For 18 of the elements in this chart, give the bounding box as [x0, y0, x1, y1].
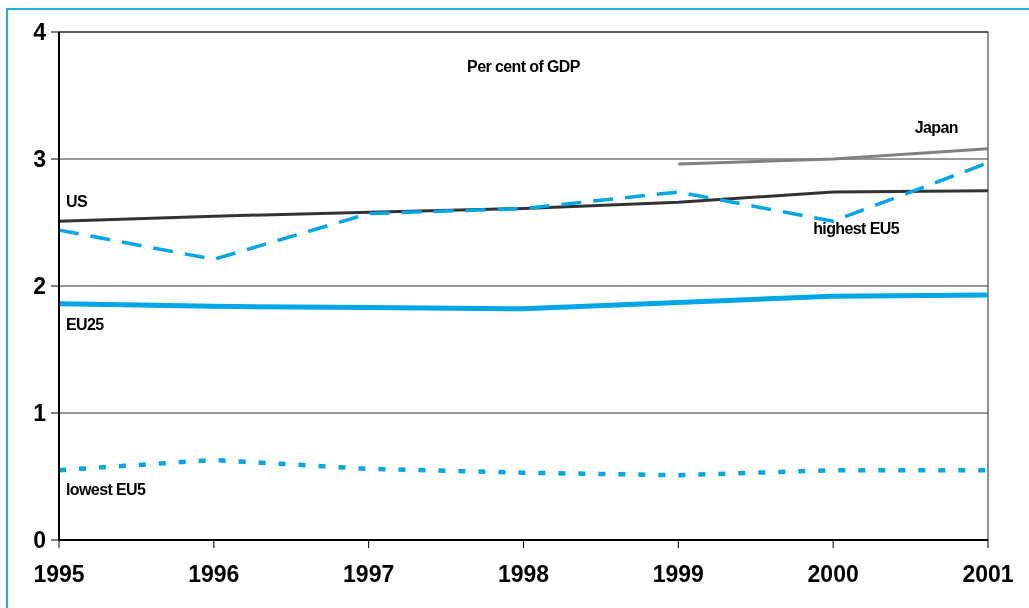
- y-tick-label: 0: [33, 527, 46, 554]
- x-tick-label: 2000: [807, 561, 859, 587]
- x-tick-label: 2001: [962, 561, 1014, 587]
- x-tick-label: 1997: [343, 561, 395, 587]
- series-label: Japan: [914, 118, 958, 136]
- series-label: US: [66, 193, 88, 211]
- annotation: Per cent of GDP: [467, 58, 581, 75]
- y-tick-label: 1: [33, 400, 47, 427]
- x-tick-label: 1996: [188, 561, 240, 587]
- series-label: highest EU5: [813, 220, 900, 238]
- x-tick-label: 1995: [33, 561, 85, 587]
- y-tick-label: 2: [33, 273, 46, 300]
- x-tick-label: 1999: [652, 561, 704, 587]
- y-tick-label: 4: [33, 19, 47, 46]
- series-label: EU25: [66, 315, 105, 333]
- x-tick-label: 1998: [497, 561, 550, 587]
- series-label: lowest EU5: [66, 481, 147, 499]
- y-tick-label: 3: [33, 146, 46, 173]
